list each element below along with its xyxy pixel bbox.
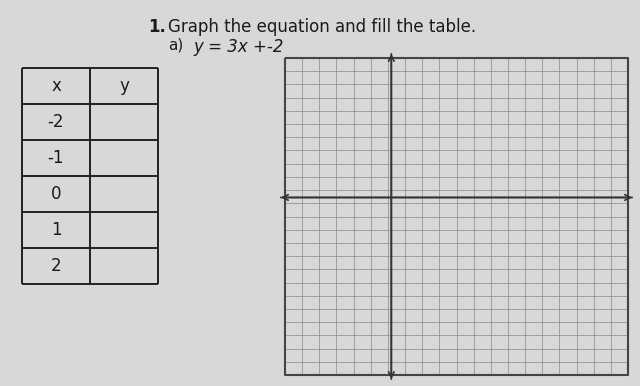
- Text: -1: -1: [48, 149, 64, 167]
- Text: -2: -2: [48, 113, 64, 131]
- Text: 2: 2: [51, 257, 61, 275]
- Text: Graph the equation and fill the table.: Graph the equation and fill the table.: [168, 18, 476, 36]
- Text: 1.: 1.: [148, 18, 166, 36]
- Text: 1: 1: [51, 221, 61, 239]
- Text: 0: 0: [51, 185, 61, 203]
- Text: x: x: [51, 77, 61, 95]
- Text: y = 3x +-2: y = 3x +-2: [193, 38, 284, 56]
- Text: y: y: [119, 77, 129, 95]
- Text: a): a): [168, 38, 183, 53]
